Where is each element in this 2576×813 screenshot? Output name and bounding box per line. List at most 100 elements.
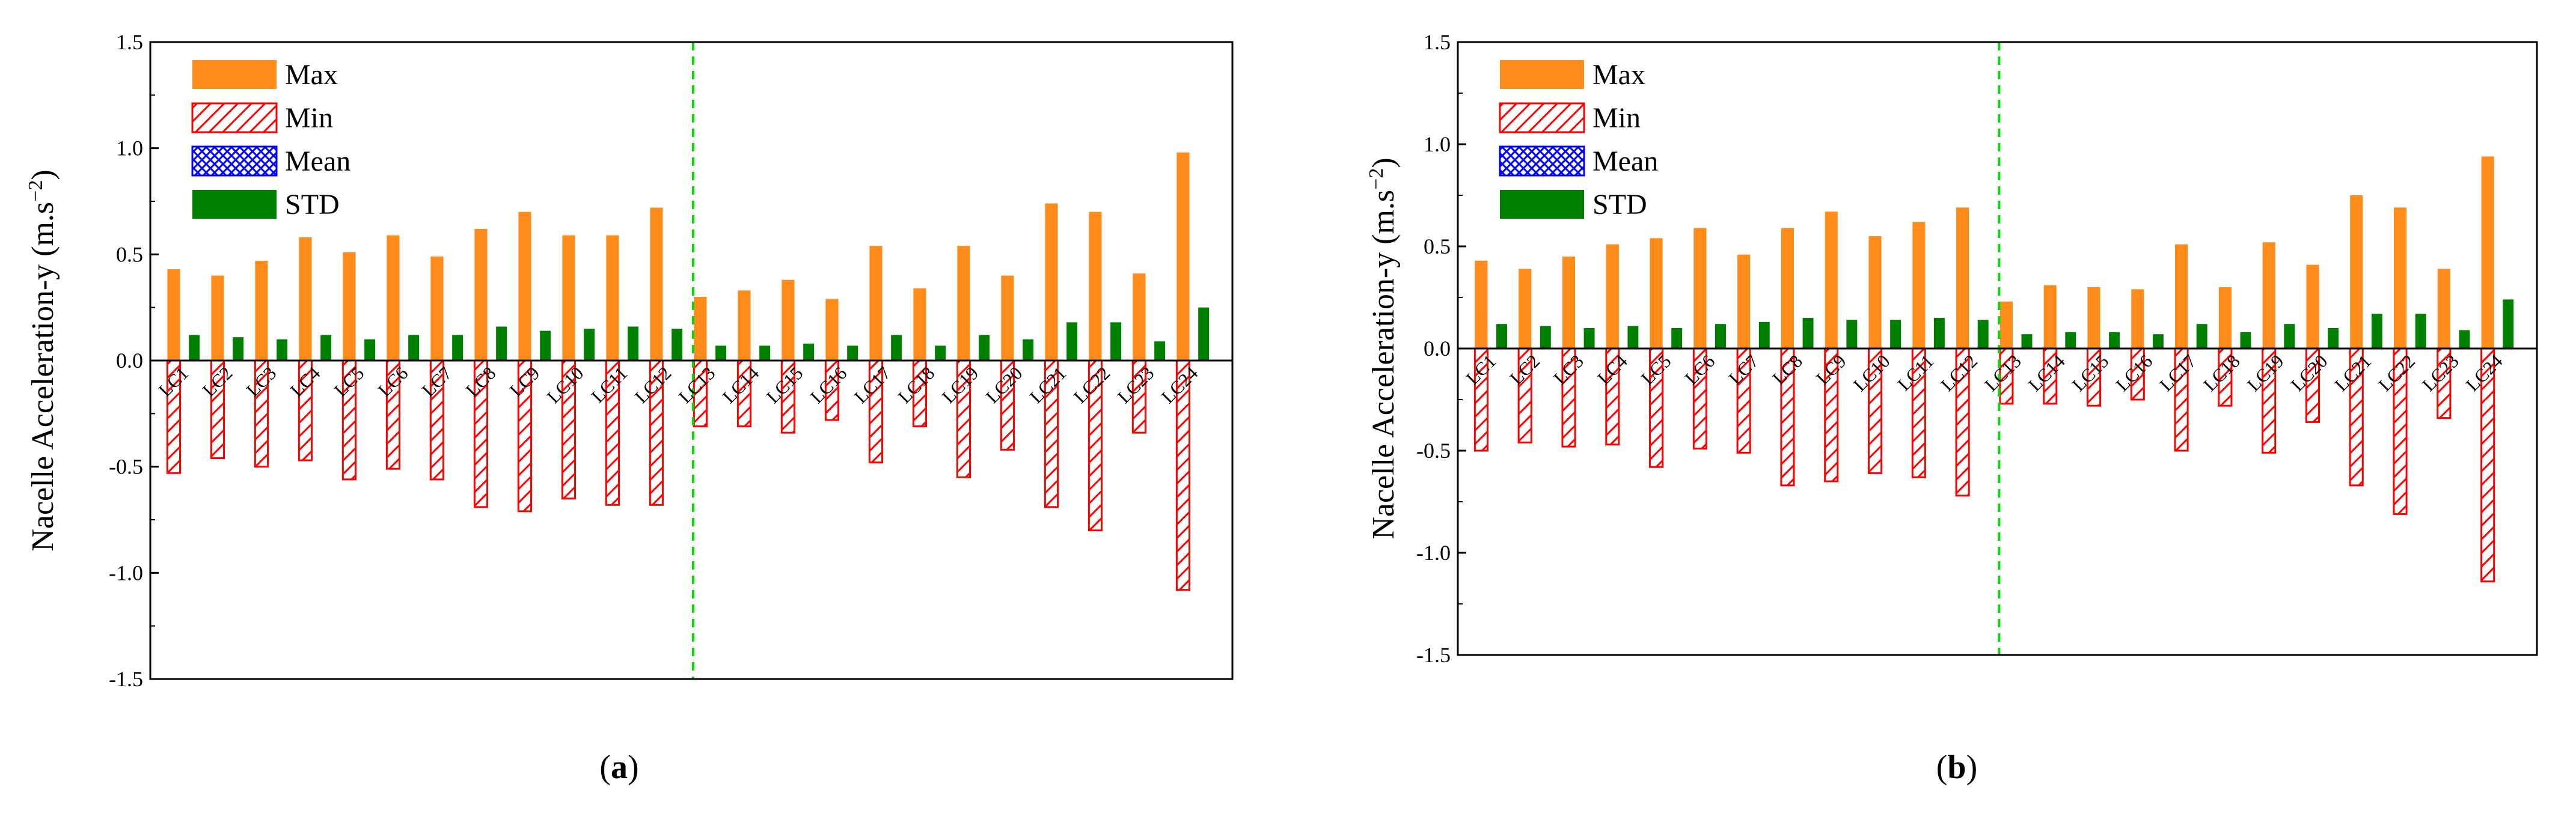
bar-max-lc24 [1176,152,1190,361]
y-tick-label: -1.5 [1416,643,1451,667]
category-label-lc2: LC2 [1505,350,1544,389]
category-label-lc5: LC5 [330,362,369,401]
bar-std-lc4 [1627,326,1639,349]
bar-max-lc11 [606,235,619,361]
bar-std-lc8 [496,326,507,361]
bar-max-lc16 [825,299,839,361]
bar-std-lc1 [1496,324,1507,349]
category-label-lc9: LC9 [1812,350,1850,389]
bar-std-lc23 [2459,330,2470,349]
axes-layer: -1.5 -1.0 -0.5 0.0 0.5 1.0 1.5 [109,30,1234,691]
category-label-lc5: LC5 [1637,350,1675,389]
bar-std-lc14 [759,346,771,361]
legend-swatch-std [192,190,277,219]
axes-layer: -1.5 -1.0 -0.5 0.0 0.5 1.0 1.5 [1416,30,2538,667]
bar-max-lc14 [738,290,751,361]
category-label-lc8: LC8 [462,362,500,401]
bar-std-lc17 [891,335,902,361]
panel-label: (a) [599,749,638,786]
bar-std-lc7 [452,335,463,361]
y-tick-label: -0.5 [1416,439,1451,463]
legend-label-mean: Mean [285,145,350,177]
bar-max-lc1 [1475,260,1488,349]
bar-max-lc22 [1089,212,1102,361]
y-tick-label: 1.0 [116,136,143,160]
bar-std-lc7 [1758,321,1770,349]
bar-max-lc19 [957,246,970,361]
legend-swatch-max [1500,60,1584,89]
y-tick-label: 0.0 [116,349,143,373]
legend-swatch-min [191,102,278,133]
bar-std-lc2 [233,337,244,361]
legend-label-min: Min [285,102,333,134]
y-tick-label: -1.0 [1416,541,1451,565]
bar-max-lc21 [1045,203,1058,361]
bar-std-lc22 [1110,322,1122,361]
legend-swatch-std [1500,190,1584,219]
bar-std-lc24 [1198,307,1210,361]
bar-std-lc23 [1154,341,1166,361]
legend-label-max: Max [1592,59,1645,91]
bar-std-lc19 [979,335,990,361]
category-label-lc9: LC9 [506,362,544,401]
bar-std-lc20 [2328,328,2339,349]
category-label-lc4: LC4 [1593,350,1632,389]
bar-std-lc20 [1023,339,1034,361]
bar-std-lc18 [935,346,946,361]
panel-label: (b) [1936,749,1977,786]
bar-std-lc12 [672,329,683,361]
bar-max-lc9 [1825,212,1838,349]
bar-max-lc24 [2481,156,2494,349]
bar-std-lc11 [628,326,639,361]
bar-std-lc10 [1890,320,1901,349]
bar-std-lc5 [364,339,376,361]
category-label-lc6: LC6 [1681,350,1719,389]
y-tick-label: 0.5 [1424,234,1451,258]
y-tick-label: 1.0 [1424,132,1451,156]
bar-std-lc15 [2109,332,2120,349]
y-tick-label: -0.5 [109,455,143,479]
bar-std-lc13 [715,346,727,361]
bar-std-lc22 [2415,314,2426,349]
y-tick-label: -1.5 [109,667,143,691]
bar-std-lc18 [2240,332,2251,349]
bar-max-lc3 [255,260,268,361]
y-tick-label: 0.5 [116,242,143,266]
bar-std-lc24 [2503,299,2514,349]
category-label-lc6: LC6 [374,362,412,401]
bar-max-lc13 [694,297,707,361]
bar-max-lc23 [2437,269,2450,349]
legend-swatch-mean [1499,145,1585,177]
legend: Max Min Mean STD [191,59,350,221]
legend: Max Min Mean STD [1499,59,1658,221]
legend-swatch-min [1499,102,1585,133]
category-label-lc7: LC7 [1724,350,1763,389]
bar-std-lc21 [1066,322,1078,361]
legend-swatch-max [192,60,277,89]
bar-std-lc13 [2021,334,2033,349]
bar-max-lc10 [1868,236,1882,349]
y-axis-label: Nacelle Acceleration-y (m.s−2) [25,169,60,551]
bar-std-lc17 [2196,324,2207,349]
bar-max-lc12 [650,207,663,361]
bar-max-lc22 [2393,207,2407,349]
bar-max-lc2 [1519,269,1532,349]
bars-layer [1473,156,2514,583]
bar-std-lc8 [1802,318,1814,349]
bar-max-lc4 [1606,244,1619,349]
bar-max-lc5 [1650,238,1663,349]
bar-max-lc13 [1999,301,2013,349]
bar-max-lc19 [2262,242,2275,349]
legend-label-min: Min [1592,102,1641,134]
bar-max-lc7 [430,256,444,361]
bar-std-lc10 [584,329,595,361]
bar-std-lc6 [1715,324,1726,349]
category-label-lc3: LC3 [242,362,281,401]
bar-max-lc17 [2175,244,2188,349]
category-label-lc1: LC1 [154,362,193,401]
category-label-lc1: LC1 [1462,350,1501,389]
y-tick-label: 0.0 [1424,336,1451,361]
bar-max-lc15 [2087,287,2100,349]
chart-panel-a: -1.5 -1.0 -0.5 0.0 0.5 1.0 1.5 LC1 LC2 LC3 LC4 LC5… [25,30,1234,786]
